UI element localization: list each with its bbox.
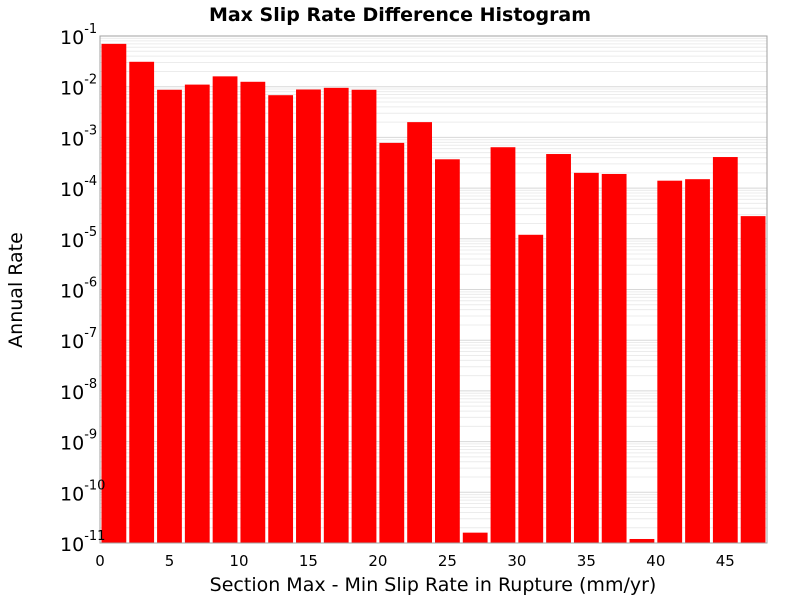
bar-39 [629, 538, 655, 543]
bar-21 [379, 142, 405, 544]
y-tick-exponent: -5 [84, 225, 97, 240]
bar-11 [240, 81, 266, 544]
x-tick-label: 0 [95, 552, 105, 570]
y-tick-base: 10 [60, 534, 84, 556]
x-axis-label: Section Max - Min Slip Rate in Rupture (… [210, 574, 657, 596]
y-tick-label: 10-11 [60, 529, 105, 556]
x-tick-label: 5 [165, 552, 175, 570]
bar-47 [740, 216, 766, 543]
y-tick-base: 10 [60, 331, 84, 353]
y-tick-label: 10-2 [60, 73, 97, 100]
x-axis-ticks: 0 5 10 15 20 25 30 35 40 45 [95, 552, 735, 570]
y-tick-exponent: -9 [84, 428, 97, 443]
y-tick-label: 10-9 [60, 428, 97, 455]
y-tick-base: 10 [60, 78, 84, 100]
bar-9 [212, 76, 238, 543]
y-tick-exponent: -1 [84, 22, 97, 37]
y-tick-base: 10 [60, 179, 84, 201]
y-tick-label: 10-5 [60, 225, 97, 252]
chart-title: Max Slip Rate Difference Histogram [209, 4, 591, 26]
y-tick-exponent: -8 [84, 377, 97, 392]
y-tick-exponent: -10 [84, 478, 105, 493]
bar-7 [184, 84, 210, 544]
y-tick-base: 10 [60, 128, 84, 150]
bar-33 [546, 154, 571, 543]
bar-5 [157, 89, 182, 544]
y-tick-base: 10 [60, 281, 84, 303]
y-tick-exponent: -2 [84, 73, 97, 88]
bar-23 [407, 122, 432, 543]
y-tick-label: 10-3 [60, 123, 97, 150]
x-tick-label: 10 [229, 552, 248, 570]
y-tick-base: 10 [60, 483, 84, 505]
x-tick-label: 35 [577, 552, 596, 570]
bar-35 [573, 172, 599, 544]
y-tick-label: 10-1 [60, 22, 97, 49]
y-tick-exponent: -6 [84, 276, 97, 291]
x-tick-label: 15 [299, 552, 318, 570]
y-tick-base: 10 [60, 230, 84, 252]
bar-37 [601, 173, 627, 543]
bar-15 [296, 89, 321, 544]
x-tick-label: 40 [646, 552, 665, 570]
plot-frame [99, 35, 768, 544]
x-tick-label: 30 [507, 552, 526, 570]
y-tick-exponent: -4 [84, 174, 97, 189]
y-tick-label: 10-4 [60, 174, 97, 201]
bar-1 [101, 43, 127, 544]
y-tick-label: 10-8 [60, 377, 97, 404]
x-tick-label: 20 [368, 552, 387, 570]
bar-17 [323, 87, 349, 544]
y-tick-base: 10 [60, 382, 84, 404]
bar-29 [490, 147, 516, 543]
bar-43 [685, 179, 710, 543]
y-axis-ticks: 10-110-210-310-410-510-610-710-810-910-1… [60, 22, 105, 556]
bars-group [101, 43, 766, 544]
bar-41 [657, 180, 683, 543]
bar-13 [268, 95, 294, 543]
y-tick-base: 10 [60, 433, 84, 455]
bar-45 [712, 157, 738, 543]
bar-27 [462, 532, 488, 543]
bar-19 [351, 89, 377, 544]
y-tick-label: 10-6 [60, 276, 97, 303]
y-tick-exponent: -11 [84, 529, 105, 544]
y-tick-exponent: -3 [84, 123, 97, 138]
y-axis-label: Annual Rate [5, 232, 27, 348]
y-tick-label: 10-7 [60, 326, 97, 353]
y-tick-label: 10-10 [60, 478, 105, 505]
x-tick-label: 25 [438, 552, 457, 570]
bar-31 [518, 234, 544, 543]
y-tick-exponent: -7 [84, 326, 97, 341]
grid-lines [100, 35, 767, 544]
bar-25 [435, 159, 460, 543]
y-tick-base: 10 [60, 27, 84, 49]
bar-3 [129, 61, 155, 543]
x-tick-label: 45 [716, 552, 735, 570]
